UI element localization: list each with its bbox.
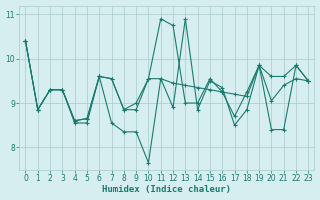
X-axis label: Humidex (Indice chaleur): Humidex (Indice chaleur) — [102, 185, 231, 194]
